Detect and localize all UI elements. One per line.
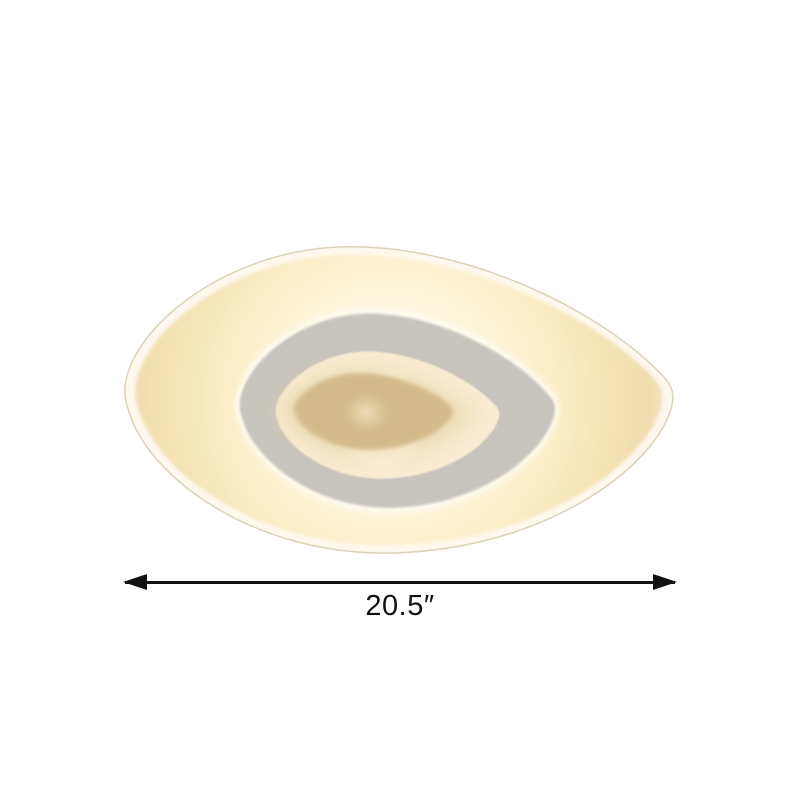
product-photo-canvas: 20.5″ [123,245,677,622]
ceiling-lamp-photo [123,245,674,554]
